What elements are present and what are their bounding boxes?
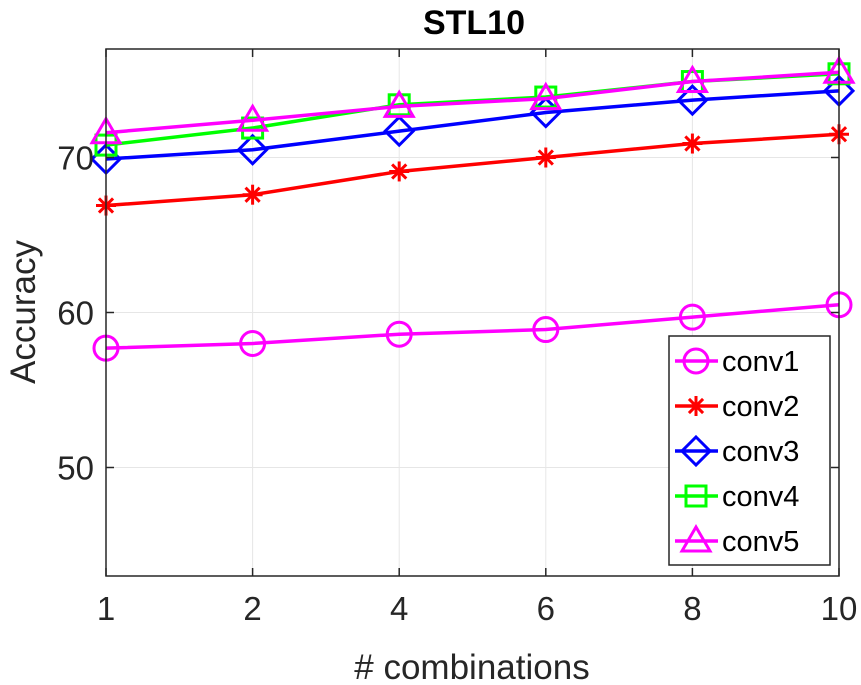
legend-label: conv4 xyxy=(722,481,799,513)
legend-swatch-marker xyxy=(684,484,708,508)
star-stroke xyxy=(537,149,554,166)
x-tick-label: 4 xyxy=(390,590,408,627)
x-tick-label: 1 xyxy=(97,590,115,627)
conv2-point xyxy=(535,147,556,168)
legend-label: conv3 xyxy=(722,436,799,468)
legend-swatch-marker xyxy=(679,524,713,553)
legend-label: conv1 xyxy=(722,346,799,378)
axis-ticks: 1 2 4 6 8 10 50 60 70 xyxy=(57,49,857,627)
conv5-point xyxy=(529,81,563,111)
conv5-point xyxy=(675,64,710,94)
y-tick-label: 50 xyxy=(57,450,94,487)
x-axis-label: # combinations xyxy=(354,648,589,685)
series-conv2 xyxy=(96,124,849,216)
legend-item-conv2: conv2 xyxy=(675,391,799,423)
legend-label: conv5 xyxy=(722,526,799,558)
legend-swatch-marker xyxy=(686,396,706,416)
conv2-point xyxy=(389,161,410,182)
conv4-point xyxy=(241,116,265,140)
conv4-line xyxy=(105,72,840,147)
y-tick-label: 60 xyxy=(57,295,94,332)
series-layer xyxy=(89,55,856,362)
y-axis-label: Accuracy xyxy=(4,240,43,384)
legend-label: conv2 xyxy=(722,391,799,423)
conv3-point xyxy=(676,84,709,117)
x-tick-label: 2 xyxy=(243,590,261,627)
conv3-line xyxy=(105,89,840,161)
conv5-line xyxy=(105,70,840,135)
y-tick-label: 70 xyxy=(57,140,94,177)
legend-item-conv3: conv3 xyxy=(675,434,799,468)
star-stroke xyxy=(244,186,261,203)
conv1-point xyxy=(239,330,267,357)
conv5-point xyxy=(235,103,270,132)
legend: conv1 conv2 conv3 conv4 conv5 xyxy=(668,335,831,566)
chart-title: STL10 xyxy=(423,4,525,42)
conv3-point xyxy=(236,133,269,166)
conv5-point xyxy=(382,89,416,118)
conv1-point xyxy=(385,320,413,348)
x-tick-label: 8 xyxy=(683,590,701,627)
conv2-point xyxy=(242,184,263,205)
conv1-point xyxy=(532,316,560,344)
star-stroke xyxy=(684,135,701,152)
legend-item-conv5: conv5 xyxy=(675,524,799,558)
legend-item-conv4: conv4 xyxy=(675,481,799,513)
legend-swatch-marker xyxy=(682,347,710,375)
conv1-point xyxy=(678,303,706,331)
x-tick-label: 6 xyxy=(537,590,555,627)
star-stroke xyxy=(687,397,705,415)
legend-item-conv1: conv1 xyxy=(675,346,799,378)
x-tick-label: 10 xyxy=(821,590,858,627)
legend-swatch-marker xyxy=(679,434,713,468)
series-conv1 xyxy=(92,291,853,362)
conv2-line xyxy=(105,132,840,208)
star-stroke xyxy=(391,163,408,180)
conv2-point xyxy=(682,133,703,154)
conv3-point xyxy=(383,115,416,148)
conv1-line xyxy=(105,303,840,350)
